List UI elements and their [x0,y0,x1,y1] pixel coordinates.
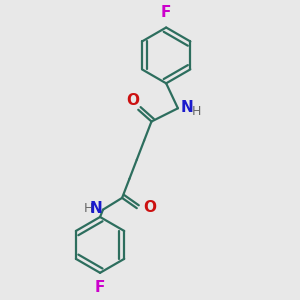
Text: H: H [192,105,201,118]
Text: F: F [161,5,171,20]
Text: F: F [95,280,105,295]
Text: H: H [84,202,94,215]
Text: N: N [180,100,193,115]
Text: N: N [90,201,102,216]
Text: O: O [143,200,156,215]
Text: O: O [126,93,139,108]
